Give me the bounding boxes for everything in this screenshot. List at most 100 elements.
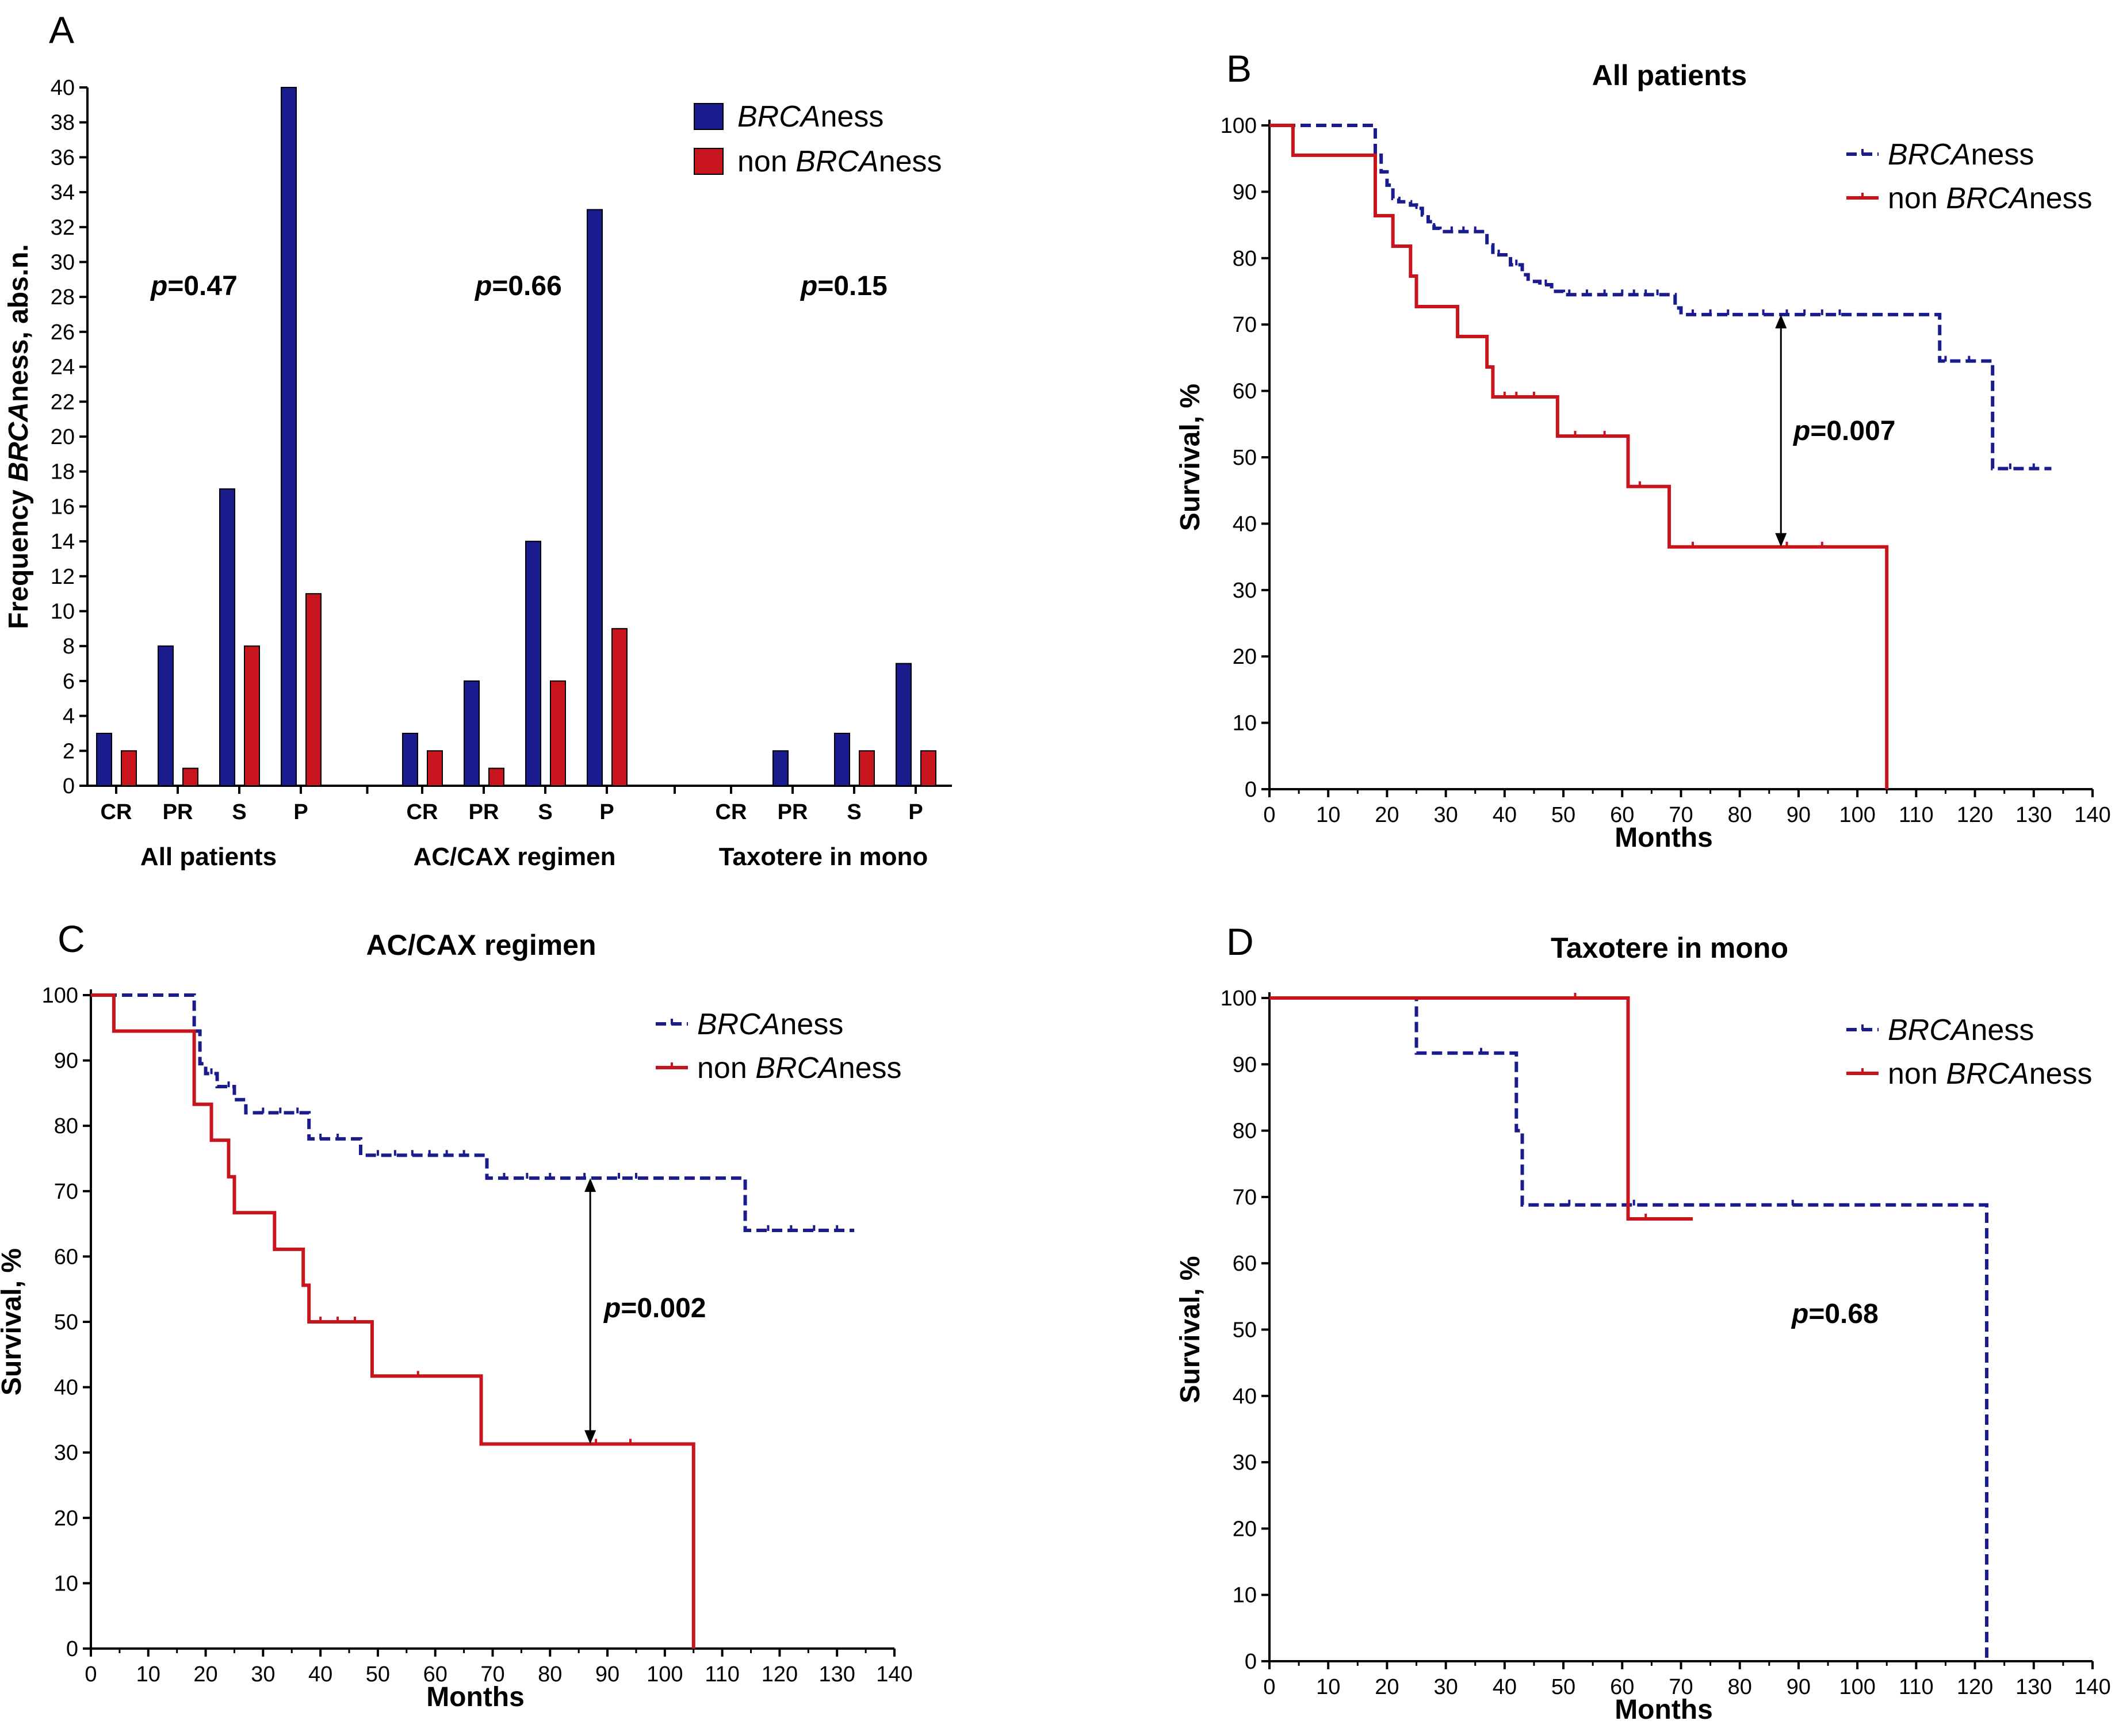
panel-a-y-tick-label: 22 (51, 390, 75, 414)
category-label-2-1: PR (778, 800, 808, 824)
km-legend-label-1-post: ness (2029, 182, 2093, 215)
km-x-tick-label: 30 (1434, 1675, 1458, 1699)
km-x-tick-label: 130 (2015, 803, 2052, 827)
bar-brcaness-1-1 (464, 680, 480, 787)
panel-a-y-tick-label: 18 (51, 460, 75, 484)
km-legend-label-0-post: ness (780, 1008, 843, 1041)
bar-non-brcaness-1-1 (488, 767, 504, 787)
panel-a-legend-label-0: BRCAness (737, 100, 883, 133)
km-x-tick-label: 0 (1263, 803, 1275, 827)
km-legend-label-0: BRCAness (697, 1008, 843, 1041)
panel-a-legend-label-0-post: ness (820, 100, 883, 133)
panel-d-title: Taxotere in mono (1551, 932, 1788, 964)
km-y-tick-label: 50 (54, 1310, 78, 1334)
panel-a-y-tick-label: 36 (51, 146, 75, 170)
km-y-tick-label: 30 (54, 1441, 78, 1465)
bar-brcaness-0-2 (219, 488, 235, 786)
km-x-tick-label: 100 (1839, 803, 1875, 827)
km-y-tick-label: 90 (1233, 1053, 1257, 1077)
km-pvalue-b-value: =0.007 (1810, 416, 1895, 446)
panel-a-pvalue-0-value: =0.47 (167, 271, 237, 301)
km-x-tick-label: 60 (1610, 803, 1634, 827)
km-legend-label-1: non BRCAness (1888, 182, 2093, 215)
km-curve-brcaness (1269, 124, 2052, 471)
km-x-tick-label: 0 (1263, 1675, 1275, 1699)
km-y-axis-title: Survival, % (1175, 1256, 1206, 1403)
km-x-tick-label: 90 (595, 1662, 619, 1687)
km-curve-non-brcaness (1269, 996, 1693, 1221)
bar-brcaness-2-2 (834, 732, 850, 786)
bar-non-brcaness-1-2 (550, 680, 566, 787)
panel-a-y-tick-label: 10 (51, 600, 75, 624)
group-label-2: Taxotere in mono (719, 843, 928, 871)
km-x-tick-label: 120 (762, 1662, 798, 1687)
km-y-axis-title: Survival, % (0, 1248, 27, 1395)
bar-non-brcaness-2-3 (920, 750, 936, 787)
km-x-axis-title: Months (1615, 823, 1713, 853)
km-annotation-arrow-head-bottom (1775, 533, 1787, 547)
panel-a-y-tick-label: 30 (51, 251, 75, 275)
km-x-tick-label: 110 (705, 1662, 740, 1687)
km-x-tick-label: 80 (1728, 1675, 1752, 1699)
km-legend-label-1-post: ness (839, 1051, 902, 1085)
km-x-tick-label: 80 (538, 1662, 562, 1687)
km-legend-label-1: non BRCAness (697, 1051, 902, 1085)
category-label-1-3: P (599, 800, 614, 824)
panel-a-y-tick-label: 16 (51, 495, 75, 519)
bar-brcaness-0-3 (281, 87, 297, 786)
km-y-tick-label: 50 (1233, 446, 1257, 470)
km-y-tick-label: 20 (54, 1506, 78, 1531)
km-legend-label-0: BRCAness (1888, 138, 2034, 171)
km-pvalue-d-value: =0.68 (1808, 1299, 1878, 1329)
km-y-tick-label: 60 (1233, 380, 1257, 404)
panel-a-y-tick-label: 24 (51, 355, 75, 380)
km-x-tick-label: 10 (1316, 803, 1340, 827)
panel-a-y-axis-title-post: ness, abs.n. (3, 244, 34, 402)
km-x-tick-label: 0 (85, 1662, 97, 1687)
km-x-tick-label: 130 (819, 1662, 855, 1687)
panel-a-y-tick-label: 0 (63, 774, 75, 798)
panel-a-pvalue-1-p: p (474, 271, 492, 301)
km-x-tick-label: 40 (308, 1662, 332, 1687)
bar-brcaness-1-2 (525, 541, 541, 786)
km-annotation-arrow-head-top (584, 1178, 596, 1192)
km-legend-label-1-pre: non (697, 1051, 755, 1085)
category-label-1-0: CR (407, 800, 438, 824)
km-y-tick-label: 30 (1233, 579, 1257, 603)
km-x-tick-label: 10 (136, 1662, 160, 1687)
bar-brcaness-1-3 (587, 209, 603, 786)
panel-a-y-tick-label: 20 (51, 425, 75, 449)
panel-a-pvalue-1: p=0.66 (474, 271, 562, 301)
panel-c-title: AC/CAX regimen (366, 929, 596, 961)
km-legend-label-0: BRCAness (1888, 1014, 2034, 1047)
km-x-tick-label: 90 (1787, 1675, 1811, 1699)
category-label-0-2: S (232, 800, 246, 824)
km-y-axis-title: Survival, % (1175, 384, 1206, 531)
km-x-tick-label: 100 (647, 1662, 683, 1687)
panel-a-y-tick-label: 4 (63, 705, 75, 729)
km-x-tick-label: 140 (876, 1662, 912, 1687)
panel-a-y-tick-label: 38 (51, 111, 75, 135)
category-label-0-0: CR (101, 800, 132, 824)
km-curve-brcaness (91, 993, 855, 1232)
group-label-1: AC/CAX regimen (413, 843, 615, 871)
panel-a-pvalue-2: p=0.15 (800, 271, 888, 301)
km-y-tick-label: 30 (1233, 1451, 1257, 1475)
bar-non-brcaness-1-3 (611, 628, 628, 786)
km-curve-non-brcaness (1269, 124, 1889, 789)
km-y-tick-label: 70 (54, 1180, 78, 1204)
km-legend-label-0-post: ness (1971, 138, 2034, 171)
km-x-tick-label: 70 (480, 1662, 504, 1687)
km-y-tick-label: 70 (1233, 313, 1257, 337)
bar-non-brcaness-2-2 (859, 750, 875, 787)
km-legend-label-1-post: ness (2029, 1057, 2093, 1091)
panel-a-legend-swatch-1 (694, 148, 724, 175)
km-legend-label-0-italic: BRCA (697, 1008, 780, 1041)
km-legend-label-1-pre: non (1888, 182, 1946, 215)
km-legend-label-0-post: ness (1971, 1014, 2034, 1047)
km-x-tick-label: 100 (1839, 1675, 1875, 1699)
km-annotation-arrow-head-bottom (584, 1430, 596, 1444)
km-x-tick-label: 90 (1787, 803, 1811, 827)
bar-brcaness-1-0 (402, 732, 418, 786)
